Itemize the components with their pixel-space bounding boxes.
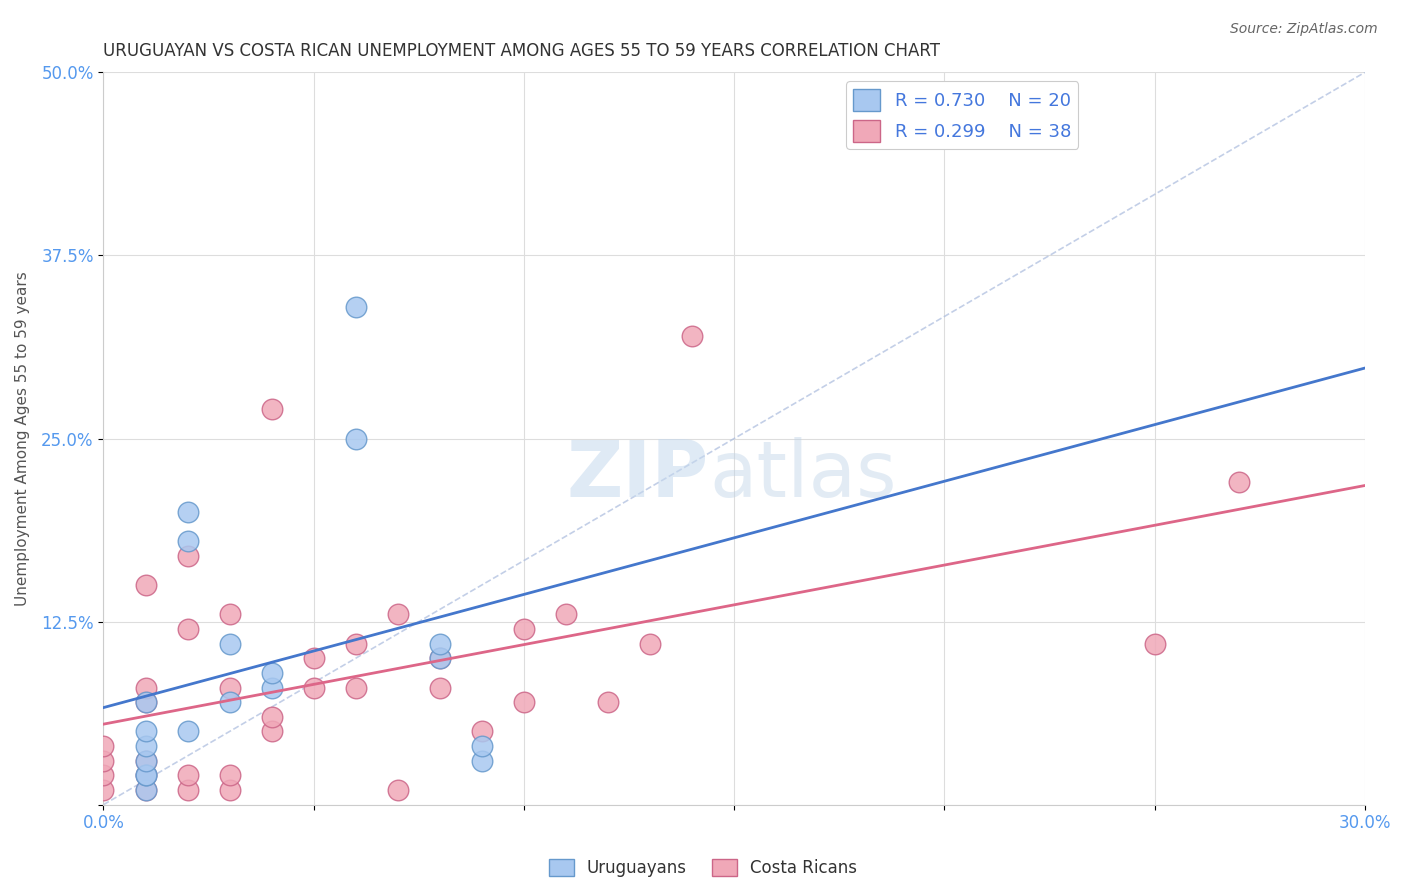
Point (429, 681, 451, 695)
Point (218, 768, 240, 782)
Point (260, 402, 283, 417)
Point (344, 637, 367, 651)
Point (387, 607, 409, 622)
Point (134, 783, 156, 797)
Point (93, 783, 115, 797)
Point (134, 578, 156, 592)
Point (93, 768, 115, 782)
Text: ZIP: ZIP (567, 437, 709, 513)
Point (134, 695, 156, 709)
Point (176, 549, 198, 563)
Point (134, 768, 156, 782)
Point (176, 768, 198, 782)
Point (1227, 475, 1250, 490)
Point (344, 300, 367, 314)
Point (387, 783, 409, 797)
Point (260, 724, 283, 739)
Text: Source: ZipAtlas.com: Source: ZipAtlas.com (1230, 22, 1378, 37)
Point (218, 695, 240, 709)
Point (176, 622, 198, 636)
Point (471, 739, 494, 753)
Point (93, 754, 115, 768)
Point (134, 695, 156, 709)
Point (302, 651, 325, 665)
Legend: Uruguayans, Costa Ricans: Uruguayans, Costa Ricans (541, 852, 865, 884)
Point (218, 607, 240, 622)
Point (93, 739, 115, 753)
Point (344, 432, 367, 446)
Point (176, 783, 198, 797)
Text: atlas: atlas (709, 437, 897, 513)
Point (218, 681, 240, 695)
Point (176, 505, 198, 519)
Point (429, 651, 451, 665)
Point (429, 651, 451, 665)
Text: URUGUAYAN VS COSTA RICAN UNEMPLOYMENT AMONG AGES 55 TO 59 YEARS CORRELATION CHAR: URUGUAYAN VS COSTA RICAN UNEMPLOYMENT AM… (104, 42, 941, 60)
Point (134, 783, 156, 797)
Point (596, 695, 619, 709)
Point (471, 724, 494, 739)
Point (134, 754, 156, 768)
Point (218, 783, 240, 797)
Point (260, 665, 283, 680)
Point (302, 681, 325, 695)
Point (176, 724, 198, 739)
Legend: R = 0.730    N = 20, R = 0.299    N = 38: R = 0.730 N = 20, R = 0.299 N = 38 (846, 81, 1078, 149)
Point (260, 710, 283, 724)
Point (218, 637, 240, 651)
Point (134, 739, 156, 753)
Point (134, 768, 156, 782)
Point (471, 754, 494, 768)
Point (134, 768, 156, 782)
Point (1143, 637, 1166, 651)
Point (513, 695, 536, 709)
Y-axis label: Unemployment Among Ages 55 to 59 years: Unemployment Among Ages 55 to 59 years (15, 271, 30, 606)
Point (638, 637, 661, 651)
Point (344, 681, 367, 695)
Point (429, 637, 451, 651)
Point (513, 622, 536, 636)
Point (176, 534, 198, 549)
Point (134, 724, 156, 739)
Point (260, 681, 283, 695)
Point (681, 329, 703, 343)
Point (134, 754, 156, 768)
Point (134, 681, 156, 695)
Point (555, 607, 578, 622)
